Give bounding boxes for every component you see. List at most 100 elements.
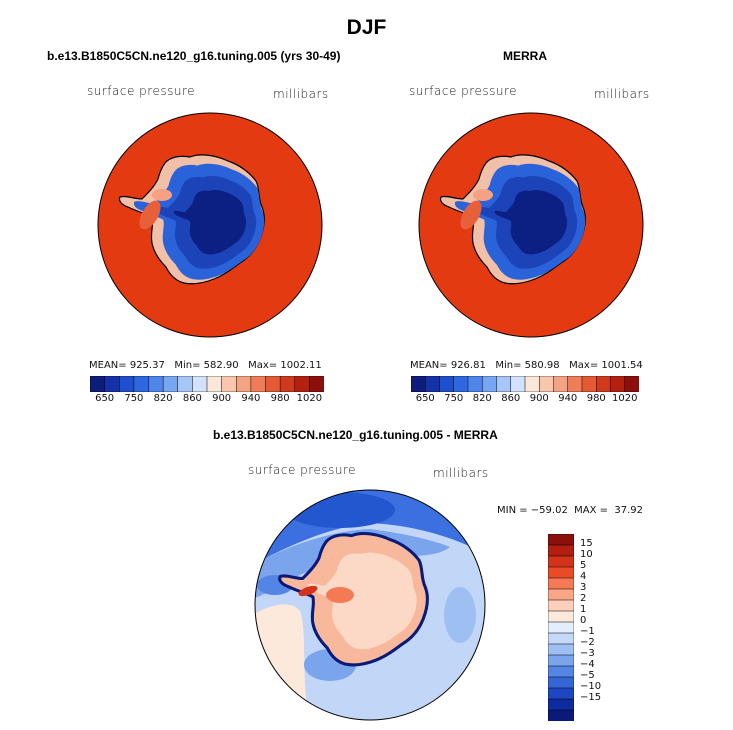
panel-1-units: millibars xyxy=(273,87,329,101)
colorbar-panel-3-tick-label: −3 xyxy=(580,648,595,659)
colorbar-panel-1-swatch xyxy=(265,376,281,392)
colorbar-panel-3-swatch xyxy=(548,621,574,634)
map-panel-3 xyxy=(254,489,486,721)
colorbar-panel-1-tick-label: 750 xyxy=(124,393,144,404)
colorbar-panel-1-tick-label: 820 xyxy=(153,393,173,404)
panel-1-variable: surface pressure xyxy=(87,84,195,98)
colorbar-panel-2-swatch xyxy=(425,376,441,392)
colorbar-panel-1-tick-label: 1020 xyxy=(296,393,323,404)
colorbar-panel-3-swatch xyxy=(548,643,574,656)
colorbar-panel-3 xyxy=(548,534,574,721)
colorbar-panel-2-swatch xyxy=(496,376,512,392)
colorbar-panel-3-tick-label: 4 xyxy=(580,571,587,582)
colorbar-panel-3-swatch xyxy=(548,698,574,711)
colorbar-panel-1-swatch xyxy=(90,376,106,392)
colorbar-panel-3-swatch xyxy=(548,687,574,700)
colorbar-panel-2-tick-label: 860 xyxy=(501,393,521,404)
colorbar-panel-3-swatch xyxy=(548,709,574,721)
panel-2-units: millibars xyxy=(594,87,650,101)
colorbar-panel-1-swatch xyxy=(177,376,193,392)
colorbar-panel-3-swatch xyxy=(548,577,574,590)
colorbar-panel-3-tick-label: −2 xyxy=(580,637,595,648)
panel-2-variable: surface pressure xyxy=(409,84,517,98)
colorbar-panel-1-swatch xyxy=(236,376,252,392)
colorbar-panel-1-swatch xyxy=(250,376,267,392)
colorbar-panel-3-swatch xyxy=(548,566,574,579)
colorbar-panel-2-labels: 650 750 820 860 900 940 980 1020 xyxy=(411,393,639,407)
colorbar-panel-3-tick-label: −15 xyxy=(580,692,602,703)
colorbar-panel-2-tick-label: 750 xyxy=(444,393,464,404)
colorbar-panel-3-tick-label: −10 xyxy=(580,681,602,692)
colorbar-panel-3-labels: 15 10 5 4 3 2 1 0 −1 −2 −3 −4 −5 −10 −15 xyxy=(580,534,620,721)
colorbar-panel-3-swatch xyxy=(548,676,574,689)
colorbar-panel-2-swatch xyxy=(524,376,540,392)
colorbar-panel-3-tick-label: −5 xyxy=(580,670,595,681)
colorbar-panel-1-labels: 650 750 820 860 900 940 980 1020 xyxy=(90,393,324,407)
colorbar-panel-2-swatch xyxy=(553,376,569,392)
panel-2-stats: MEAN= 926.81 Min= 580.98 Max= 1001.54 xyxy=(410,360,643,371)
colorbar-panel-1-swatch xyxy=(221,376,237,392)
colorbar-panel-3-tick-label: 5 xyxy=(580,560,587,571)
colorbar-panel-1-swatch xyxy=(279,376,296,392)
colorbar-panel-2-swatch xyxy=(510,376,526,392)
colorbar-panel-1-swatch xyxy=(162,376,179,392)
colorbar-panel-3-tick-label: −4 xyxy=(580,659,595,670)
colorbar-panel-3-tick-label: 3 xyxy=(580,582,587,593)
map-panel-2 xyxy=(418,112,644,338)
colorbar-panel-2-swatch xyxy=(482,376,498,392)
panel-3-stats: MIN = −59.02 MAX = 37.92 xyxy=(497,505,644,516)
colorbar-panel-1-swatch xyxy=(206,376,223,392)
panel-3-units: millibars xyxy=(433,466,489,480)
colorbar-panel-2-swatch xyxy=(467,376,483,392)
colorbar-panel-3-tick-label: 0 xyxy=(580,615,587,626)
colorbar-panel-3-swatch xyxy=(548,534,574,546)
colorbar-panel-3-swatch xyxy=(548,555,574,568)
colorbar-panel-1-tick-label: 860 xyxy=(182,393,202,404)
figure-title: DJF xyxy=(346,16,387,39)
colorbar-panel-1-tick-label: 980 xyxy=(270,393,290,404)
colorbar-panel-1-swatch xyxy=(119,376,135,392)
colorbar-panel-2-tick-label: 820 xyxy=(472,393,492,404)
colorbar-panel-1-swatch xyxy=(192,376,208,392)
colorbar-panel-3-swatch xyxy=(548,610,574,623)
colorbar-panel-1 xyxy=(90,376,324,392)
colorbar-panel-2-swatch xyxy=(567,376,583,392)
colorbar-panel-1-swatch xyxy=(104,376,120,392)
colorbar-panel-1-swatch xyxy=(309,376,324,392)
colorbar-panel-2-swatch xyxy=(539,376,555,392)
colorbar-panel-2-tick-label: 900 xyxy=(529,393,549,404)
colorbar-panel-3-swatch xyxy=(548,654,574,667)
colorbar-panel-3-swatch xyxy=(548,599,574,612)
panel-1-title: b.e13.B1850C5CN.ne120_g16.tuning.005 (yr… xyxy=(47,49,341,63)
colorbar-panel-3-tick-label: −1 xyxy=(580,626,595,637)
colorbar-panel-1-tick-label: 900 xyxy=(212,393,232,404)
map-panel-1 xyxy=(97,112,323,338)
colorbar-panel-1-swatch xyxy=(294,376,310,392)
panel-1-stats: MEAN= 925.37 Min= 582.90 Max= 1002.11 xyxy=(89,360,322,371)
colorbar-panel-3-swatch xyxy=(548,632,574,645)
colorbar-panel-3-swatch xyxy=(548,665,574,678)
colorbar-panel-2-swatch xyxy=(453,376,469,392)
colorbar-panel-2-swatch xyxy=(439,376,455,392)
colorbar-panel-2-tick-label: 650 xyxy=(415,393,435,404)
colorbar-panel-2-swatch xyxy=(581,376,597,392)
colorbar-panel-2-tick-label: 940 xyxy=(558,393,578,404)
colorbar-panel-2 xyxy=(411,376,639,392)
panel-2-title: MERRA xyxy=(503,49,547,63)
colorbar-panel-2-swatch xyxy=(596,376,612,392)
colorbar-panel-3-tick-label: 15 xyxy=(580,538,593,549)
colorbar-panel-3-tick-label: 2 xyxy=(580,593,587,604)
panel-3-title: b.e13.B1850C5CN.ne120_g16.tuning.005 - M… xyxy=(213,428,498,442)
colorbar-panel-2-tick-label: 980 xyxy=(586,393,606,404)
colorbar-panel-1-swatch xyxy=(133,376,150,392)
colorbar-panel-3-tick-label: 1 xyxy=(580,604,587,615)
colorbar-panel-2-swatch xyxy=(610,376,626,392)
colorbar-panel-3-tick-label: 10 xyxy=(580,549,593,560)
colorbar-panel-2-tick-label: 1020 xyxy=(612,393,638,404)
colorbar-panel-3-swatch xyxy=(548,544,574,557)
panel-3-variable: surface pressure xyxy=(248,463,356,477)
colorbar-panel-2-swatch xyxy=(624,376,639,392)
colorbar-panel-1-tick-label: 940 xyxy=(241,393,261,404)
colorbar-panel-1-swatch xyxy=(148,376,164,392)
colorbar-panel-2-swatch xyxy=(411,376,426,392)
